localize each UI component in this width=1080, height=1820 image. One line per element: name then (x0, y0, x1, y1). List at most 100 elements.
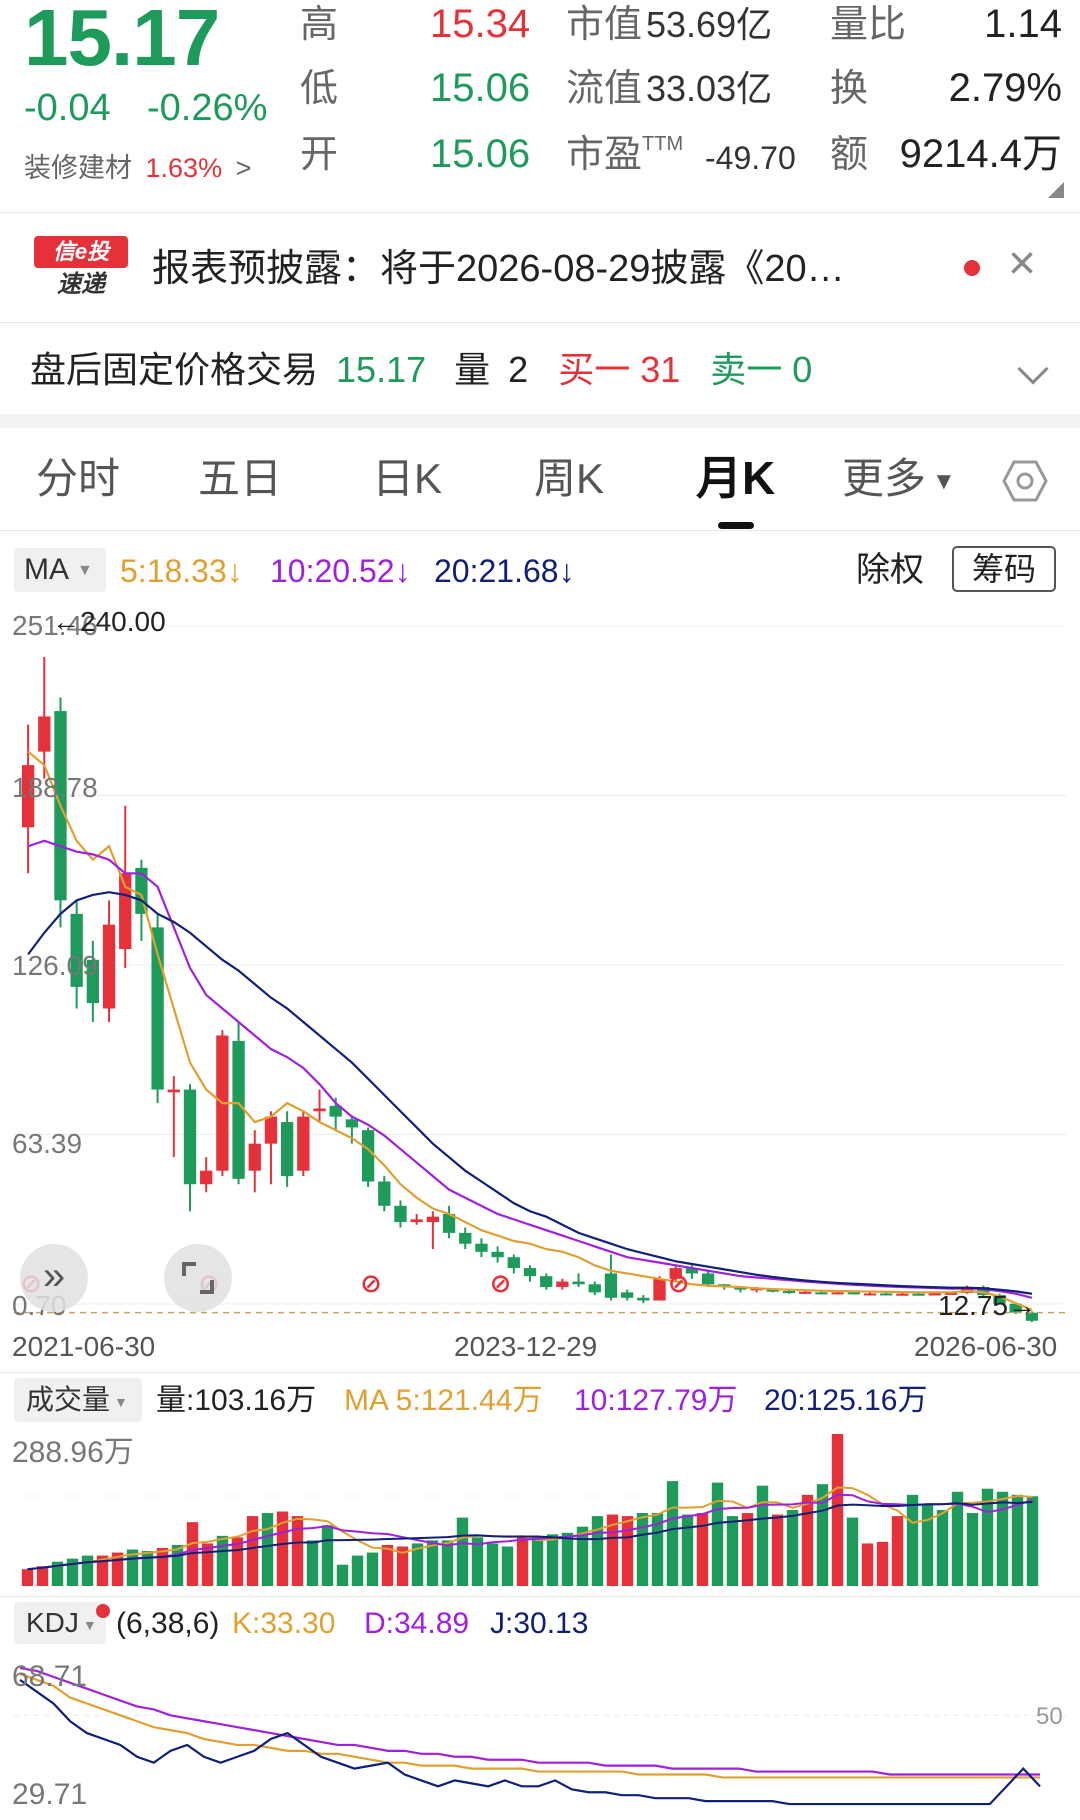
candle-body (782, 1291, 796, 1294)
candle (459, 1227, 472, 1250)
price-axis-3: 126.09 (12, 950, 98, 981)
float-cap-label: 流值 (566, 68, 643, 110)
volume-ratio-value: 1.14 (984, 2, 1062, 46)
kdj-chart[interactable] (0, 1650, 1080, 1816)
turnover-value: 2.79% (948, 66, 1062, 110)
candle (102, 900, 116, 1022)
volume-bar (1026, 1496, 1039, 1586)
tab-five-day[interactable]: 五日 (198, 455, 283, 502)
candle-body (928, 1293, 941, 1296)
after-hours-sell: 卖一 0 (710, 349, 813, 390)
candle-body (734, 1286, 747, 1290)
candle-body (86, 959, 100, 1004)
volume-selector[interactable]: 成交量 ▼ (14, 1378, 142, 1422)
sector-name: 装修建材 (24, 153, 132, 183)
volume-bar (126, 1549, 139, 1586)
candle-body (280, 1122, 294, 1177)
double-chevron-right-icon: » (42, 1254, 66, 1298)
candle (410, 1213, 423, 1225)
sector-pct: 1.63% (145, 153, 223, 183)
volume-bar (516, 1535, 529, 1586)
news-text[interactable]: 报表预披露：将于2026-08-29披露《20… (152, 248, 845, 290)
amount-value: 9214.4万 (899, 132, 1062, 176)
sector-link[interactable]: 装修建材 1.63% > (24, 152, 251, 184)
kdj-k-line (19, 1672, 1040, 1779)
settings-icon[interactable] (1002, 458, 1048, 504)
rights-toggle[interactable]: 除权 (856, 551, 924, 589)
tab-daily-k[interactable]: 日K (372, 455, 443, 502)
tab-more-label: 更多 (842, 455, 927, 502)
volume-bar (411, 1543, 424, 1586)
ma-selector[interactable]: MA ▼ (14, 548, 106, 592)
volume-bar (726, 1516, 739, 1586)
tab-more[interactable]: 更多 ▼ (842, 454, 956, 507)
candle (394, 1200, 407, 1228)
candle-body (701, 1273, 715, 1285)
ma10-value: 10:20.52↓ (270, 553, 411, 589)
after-hours-row[interactable]: 盘后固定价格交易 15.17 量 2 买一 31 卖一 0 (30, 348, 812, 392)
volume-bar (696, 1513, 709, 1586)
volume-bar (846, 1517, 859, 1586)
candle-body (993, 1295, 1006, 1304)
candle-body (1025, 1312, 1039, 1321)
volume-bar (576, 1526, 589, 1586)
volume-bar (606, 1514, 619, 1586)
volume-bar (531, 1537, 544, 1586)
candle-body (912, 1293, 925, 1296)
volume-ma20-line (27, 1501, 1033, 1571)
volume-bar (891, 1516, 904, 1586)
candle-body (394, 1205, 407, 1223)
volume-bar (456, 1517, 469, 1586)
chips-button[interactable]: 筹码 (952, 546, 1056, 592)
open-value: 15.06 (430, 132, 531, 176)
volume-bar (486, 1543, 499, 1586)
candle-body (572, 1281, 585, 1285)
expand-sidebar-button[interactable]: » (20, 1244, 88, 1312)
candle (21, 724, 35, 874)
news-logo-top: 信e投 (34, 236, 128, 268)
fullscreen-button[interactable] (164, 1244, 232, 1312)
pe-value: -49.70 (705, 140, 796, 176)
high-label: 高 (300, 4, 339, 46)
volume-chart[interactable] (0, 1426, 1080, 1592)
caret-down-icon: ▼ (114, 1393, 128, 1410)
turnover-label: 换 (830, 68, 869, 110)
volume-bar (546, 1534, 559, 1586)
chevron-down-icon[interactable] (1017, 353, 1049, 385)
price-chart[interactable]: ⊘⊘⊘⊘⊘ (0, 604, 1080, 1324)
kdj-selector[interactable]: KDJ ▼ (14, 1602, 106, 1644)
volume-bar (936, 1510, 949, 1586)
candle-body (297, 1116, 310, 1171)
candle (426, 1211, 440, 1250)
volume-bar (951, 1491, 964, 1586)
high-value: 15.34 (430, 2, 531, 46)
candle-body (232, 1040, 245, 1179)
candle-body (588, 1284, 601, 1293)
candle-body (329, 1105, 342, 1117)
candle-body (313, 1108, 326, 1112)
tab-intraday[interactable]: 分时 (36, 455, 121, 502)
pe-label: 市盈TTM (566, 134, 683, 176)
candle (264, 1111, 278, 1185)
candle-body (1009, 1303, 1022, 1313)
candle (637, 1295, 650, 1304)
candle (669, 1265, 682, 1282)
expand-corner-icon[interactable] (1048, 182, 1064, 198)
close-icon[interactable]: × (1008, 237, 1037, 290)
candle (653, 1276, 666, 1301)
volume-bar (1011, 1494, 1024, 1586)
candle-body (815, 1292, 828, 1295)
kdj-params: (6,38,6) (116, 1607, 220, 1640)
price-axis-top: 251.46 (12, 610, 98, 641)
candle (604, 1254, 618, 1301)
volume-bar (471, 1537, 484, 1586)
after-hours-label: 盘后固定价格交易 (30, 349, 319, 390)
tab-monthly-k[interactable]: 月K (696, 452, 776, 504)
tab-weekly-k[interactable]: 周K (534, 455, 605, 502)
kdj-axis-mid: 50 (1036, 1703, 1063, 1730)
chevron-right-icon: > (235, 153, 252, 183)
volume-bar (171, 1544, 184, 1586)
candle (361, 1127, 375, 1187)
volume-bar (216, 1535, 229, 1586)
candle (491, 1246, 504, 1263)
